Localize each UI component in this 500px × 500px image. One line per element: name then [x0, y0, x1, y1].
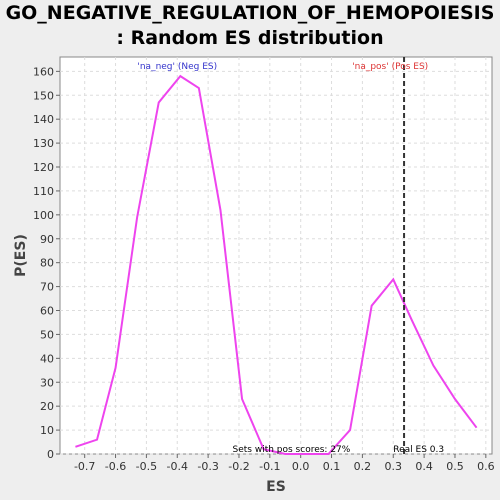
- y-tick-label: 150: [33, 89, 54, 102]
- y-tick-label: 40: [40, 352, 54, 365]
- x-tick-label: 0.4: [415, 460, 433, 473]
- grid-lines: [60, 57, 492, 455]
- y-tick-label: 130: [33, 137, 54, 150]
- y-tick-label: 100: [33, 209, 54, 222]
- real-es-text: Real ES 0.3: [393, 445, 444, 455]
- plot-area: [59, 56, 493, 455]
- y-tick-label: 60: [40, 305, 54, 318]
- pos-es-label: 'na_pos' (Pos ES): [352, 62, 428, 72]
- x-tick-label: -0.7: [74, 460, 95, 473]
- x-tick-label: 0.5: [446, 460, 464, 473]
- y-axis-label: P(ES): [13, 234, 29, 277]
- x-tick-label: 0.3: [385, 460, 403, 473]
- y-tick-label: 50: [40, 328, 54, 341]
- x-axis-label: ES: [266, 479, 286, 495]
- y-tick-label: 0: [47, 448, 54, 461]
- y-tick-label: 140: [33, 113, 54, 126]
- y-tick-label: 90: [40, 233, 54, 246]
- x-tick-label: -0.1: [259, 460, 280, 473]
- neg-es-label: 'na_neg' (Neg ES): [137, 62, 217, 72]
- axis-ticks: -0.7 -0.6 -0.5 -0.4 -0.3 -0.2 -0.1 0.0 0.1 0.2 0.3…: [33, 65, 495, 473]
- x-tick-label: 0.0: [292, 460, 310, 473]
- chart-title-line-1: GO_NEGATIVE_REGULATION_OF_HEMOPOIESIS: [5, 2, 495, 24]
- y-tick-label: 10: [40, 424, 54, 437]
- x-tick-label: 0.1: [323, 460, 341, 473]
- x-tick-label: -0.5: [136, 460, 157, 473]
- y-tick-label: 120: [33, 161, 54, 174]
- y-tick-label: 80: [40, 257, 54, 270]
- x-tick-label: 0.6: [477, 460, 495, 473]
- pos-scores-text: Sets with pos scores: 27%: [233, 445, 351, 455]
- chart-title-line-2: : Random ES distribution: [116, 27, 384, 49]
- distribution-line: [75, 74, 478, 455]
- y-tick-label: 20: [40, 400, 54, 413]
- x-tick-label: -0.4: [167, 460, 188, 473]
- x-tick-label: -0.6: [105, 460, 126, 473]
- y-tick-label: 70: [40, 281, 54, 294]
- annotation-layer: 'na_neg' (Neg ES) 'na_pos' (Pos ES) Sets w…: [137, 57, 444, 455]
- series-layer: [75, 74, 478, 455]
- x-tick-label: -0.3: [197, 460, 218, 473]
- y-tick-label: 30: [40, 376, 54, 389]
- x-tick-label: -0.2: [228, 460, 249, 473]
- y-tick-label: 160: [33, 65, 54, 78]
- y-tick-label: 110: [33, 185, 54, 198]
- x-tick-label: 0.2: [354, 460, 372, 473]
